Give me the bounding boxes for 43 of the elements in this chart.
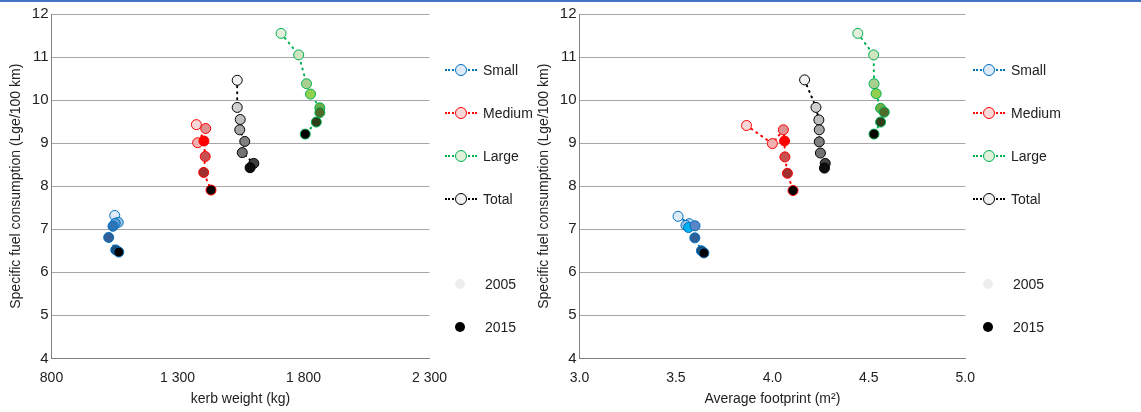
y-tick-label: 5 [40, 305, 49, 323]
legend-label: Medium [1011, 105, 1061, 121]
y-tick-label: 4 [40, 348, 49, 366]
y-tick-label: 7 [40, 219, 49, 237]
y-tick-label: 6 [568, 262, 577, 280]
y-tick-label: 12 [31, 4, 49, 22]
x-tick-label: 5.0 [955, 368, 976, 385]
y-tick-label: 11 [32, 47, 49, 65]
y-tick-label: 9 [568, 133, 577, 151]
legend-label: Small [1011, 62, 1047, 78]
y-tick-label: 8 [568, 176, 577, 194]
y-tick-label: 7 [568, 219, 577, 237]
y-tick-label: 4 [568, 348, 577, 366]
x-tick-label: 1 300 [159, 368, 196, 385]
y-tick-label: 5 [568, 305, 577, 323]
y-tick-label: 8 [40, 176, 49, 194]
x-tick-label: 4.5 [859, 368, 879, 385]
x-tick-label: 4.0 [762, 368, 783, 385]
text: 2005 [485, 276, 517, 292]
x-axis-title: kerb weight (kg) [190, 390, 291, 407]
legend-label: Large [1011, 148, 1047, 164]
x-tick-label: 1 800 [285, 368, 322, 385]
y-tick-label: 10 [31, 90, 49, 108]
text: 2005 [1013, 276, 1045, 292]
x-tick-label: 2 300 [411, 368, 448, 385]
legend-label: Medium [483, 105, 533, 121]
y-tick-label: 6 [40, 262, 49, 280]
y-tick-label: 11 [560, 47, 577, 65]
legend-label: Total [483, 191, 513, 207]
x-tick-label: 3.5 [666, 368, 686, 385]
x-tick-label: 800 [39, 368, 64, 385]
legend-label: Small [483, 62, 519, 78]
legend-label: Large [483, 148, 519, 164]
y-axis-title: Specific fuel consumption (Lge/100 km) [7, 63, 24, 309]
text: 2015 [1013, 319, 1045, 335]
x-tick-label: 3.0 [569, 368, 590, 385]
y-tick-label: 12 [559, 4, 577, 22]
legend-label: Total [1011, 191, 1041, 207]
text: 2015 [485, 319, 517, 335]
y-tick-label: 9 [40, 133, 49, 151]
x-axis-title: Average footprint (m²) [704, 390, 841, 407]
y-tick-label: 10 [559, 90, 577, 108]
y-axis-title: Specific fuel consumption (Lge/100 km) [535, 63, 552, 309]
